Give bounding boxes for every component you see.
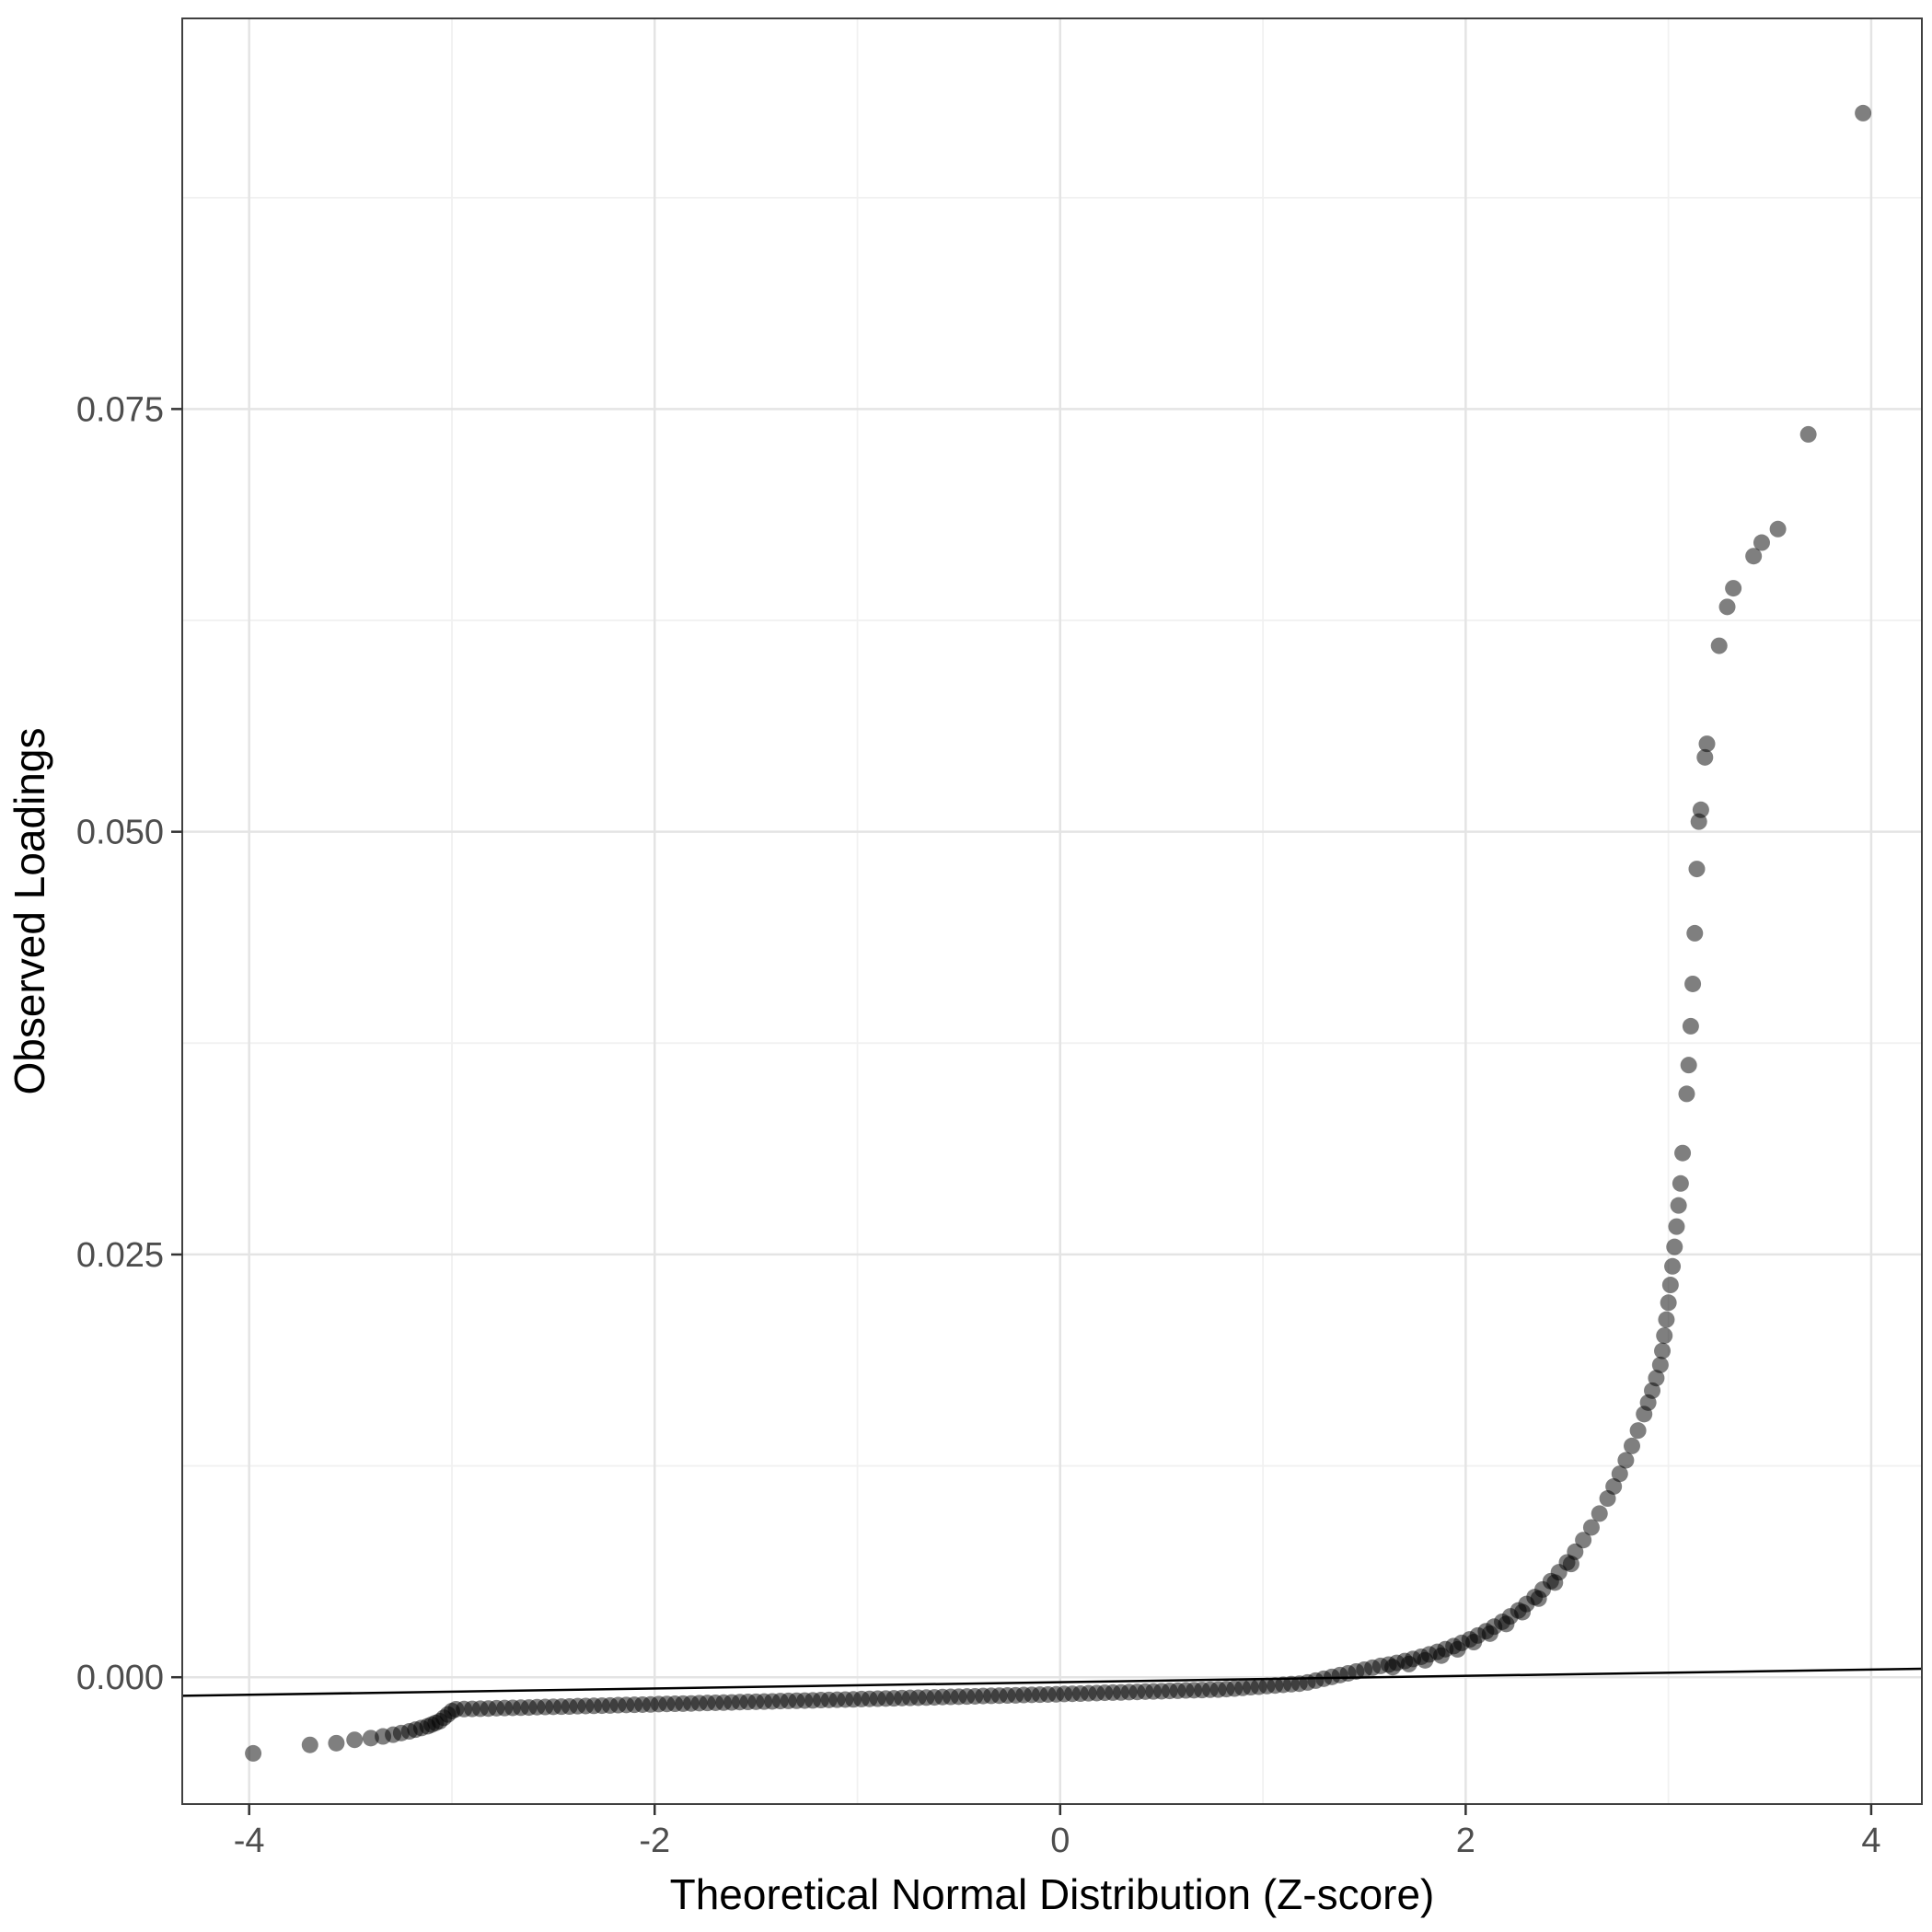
qq-point	[1682, 1017, 1699, 1035]
x-tick-label: 2	[1456, 1822, 1475, 1860]
qq-point	[1855, 104, 1872, 121]
qq-point	[1605, 1477, 1623, 1495]
qq-point	[1629, 1422, 1647, 1440]
y-axis-title: Observed Loadings	[6, 728, 53, 1095]
qq-point	[1575, 1532, 1592, 1549]
qq-point	[1417, 1651, 1434, 1669]
y-tick-label: 0.050	[76, 814, 164, 852]
qq-point	[1432, 1647, 1450, 1664]
qq-point	[1658, 1311, 1675, 1328]
grid-major	[182, 18, 1922, 1804]
qq-point	[1769, 520, 1787, 538]
plot-panel	[182, 18, 1922, 1804]
qq-point	[1624, 1437, 1640, 1454]
qq-point	[1617, 1452, 1635, 1469]
qq-point	[1656, 1327, 1673, 1345]
qq-point	[1660, 1294, 1677, 1312]
qq-point	[1651, 1356, 1669, 1373]
qq-reference-line	[181, 1667, 1923, 1697]
qq-point	[1481, 1625, 1498, 1642]
qq-point	[1698, 735, 1716, 753]
x-tick-label: 0	[1050, 1822, 1070, 1860]
qq-point	[1530, 1590, 1547, 1607]
grid-minor	[182, 18, 1922, 1804]
qq-point	[1582, 1519, 1600, 1536]
qq-point	[1384, 1659, 1402, 1676]
qq-point	[1725, 580, 1742, 597]
qq-point	[1696, 748, 1714, 766]
qq-point	[1611, 1465, 1628, 1483]
qq-point	[1654, 1342, 1672, 1359]
qq-point	[1664, 1257, 1682, 1275]
x-tick-label: -2	[639, 1822, 670, 1860]
x-tick-label: -4	[234, 1822, 265, 1860]
qq-point	[1799, 425, 1817, 443]
points-layer	[245, 104, 1872, 1762]
qq-point	[1648, 1370, 1665, 1387]
qq-point	[1546, 1574, 1564, 1591]
qq-point	[1449, 1640, 1466, 1658]
qq-point	[362, 1730, 379, 1747]
qq-point	[245, 1744, 262, 1762]
plot-layers: -4 -2 0 2 4 0.000 0.025 0.050 0.075	[76, 17, 1923, 1860]
qq-point	[1718, 598, 1736, 616]
qq-point	[1692, 801, 1709, 818]
qq-point	[1591, 1505, 1608, 1522]
qq-point	[1688, 861, 1706, 878]
qq-point	[346, 1731, 364, 1749]
qq-point	[301, 1736, 318, 1753]
qq-point	[1672, 1174, 1689, 1192]
y-tick-label: 0.000	[76, 1659, 164, 1697]
x-tick-label: 4	[1861, 1822, 1880, 1860]
qq-point	[1514, 1603, 1532, 1621]
qq-point	[1745, 548, 1763, 565]
qq-point	[1668, 1218, 1685, 1235]
y-tick-label: 0.025	[76, 1236, 164, 1275]
x-axis-title: Theoretical Normal Distribution (Z-score…	[670, 1870, 1435, 1918]
qq-point	[1678, 1085, 1695, 1103]
qq-point	[1498, 1615, 1515, 1633]
qq-point	[1686, 924, 1704, 942]
qq-point	[1562, 1556, 1579, 1573]
y-tick-label: 0.075	[76, 390, 164, 429]
panel-border	[181, 17, 1923, 1805]
qq-point	[1670, 1197, 1687, 1214]
qq-point	[1680, 1057, 1697, 1074]
qq-point	[1661, 1277, 1679, 1294]
qq-point	[1753, 534, 1770, 551]
qq-point	[1400, 1655, 1417, 1672]
qq-point	[1644, 1382, 1661, 1399]
qq-point	[1666, 1238, 1683, 1255]
qq-point	[1684, 975, 1702, 992]
qq-point	[1465, 1634, 1483, 1651]
qq-point	[1674, 1144, 1692, 1162]
qq-point	[328, 1734, 345, 1752]
axes: -4 -2 0 2 4 0.000 0.025 0.050 0.075	[76, 390, 1881, 1860]
qq-point	[1710, 637, 1728, 654]
